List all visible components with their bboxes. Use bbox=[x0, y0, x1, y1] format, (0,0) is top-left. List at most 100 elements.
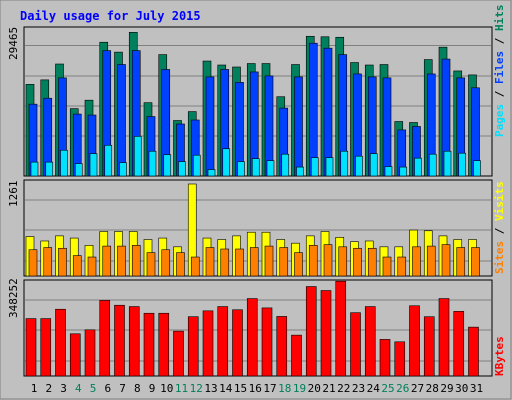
files-bar-21 bbox=[323, 47, 333, 177]
pages-bar-10 bbox=[163, 154, 172, 177]
kbytes-bar-9 bbox=[143, 312, 155, 377]
x-label-day-14: 14 bbox=[219, 382, 233, 395]
pages-bar-22 bbox=[340, 150, 349, 177]
sites-bar-8 bbox=[131, 245, 141, 277]
top-legend: Pages / Files / Hits bbox=[493, 5, 506, 138]
pages-bar-9 bbox=[148, 150, 157, 177]
x-label-day-2: 2 bbox=[45, 382, 52, 395]
sites-bar-30 bbox=[456, 247, 466, 277]
x-label-day-7: 7 bbox=[119, 382, 126, 395]
x-label-day-29: 29 bbox=[440, 382, 453, 395]
x-label-day-24: 24 bbox=[367, 382, 381, 395]
files-bar-25 bbox=[382, 77, 392, 177]
hits-ymax-label: 29465 bbox=[7, 27, 20, 60]
sites-bar-15 bbox=[235, 248, 244, 277]
sites-bar-19 bbox=[294, 252, 303, 277]
legend-hits: Hits bbox=[493, 5, 506, 32]
x-label-day-23: 23 bbox=[352, 382, 365, 395]
legend-sites: Sites bbox=[493, 241, 506, 274]
pages-bar-15 bbox=[237, 161, 245, 177]
sites-bar-3 bbox=[58, 247, 67, 277]
sites-bar-31 bbox=[471, 247, 480, 277]
sites-bar-6 bbox=[102, 245, 112, 277]
sites-bar-27 bbox=[412, 246, 421, 277]
pages-bar-1 bbox=[30, 161, 39, 177]
bars-layer bbox=[25, 32, 481, 377]
x-label-day-3: 3 bbox=[60, 382, 67, 395]
legend-sep-3: / bbox=[493, 221, 506, 241]
sites-bar-16 bbox=[249, 247, 259, 277]
x-label-day-13: 13 bbox=[204, 382, 217, 395]
x-label-day-28: 28 bbox=[426, 382, 439, 395]
kbytes-ymax-label: 348252 bbox=[7, 278, 20, 318]
files-bar-20 bbox=[308, 42, 318, 177]
kbytes-bar-29 bbox=[438, 298, 450, 377]
kbytes-bar-1 bbox=[25, 318, 37, 377]
x-label-day-21: 21 bbox=[322, 382, 335, 395]
kbytes-bar-4 bbox=[69, 333, 81, 377]
kbytes-bar-25 bbox=[379, 339, 391, 377]
sites-bar-14 bbox=[220, 248, 230, 277]
x-label-day-12: 12 bbox=[190, 382, 203, 395]
kbytes-bar-10 bbox=[158, 312, 170, 377]
x-label-day-5: 5 bbox=[90, 382, 97, 395]
sites-bar-1 bbox=[28, 249, 38, 277]
kbytes-bar-24 bbox=[364, 306, 376, 377]
kbytes-bar-2 bbox=[40, 318, 52, 377]
pages-bar-28 bbox=[428, 153, 437, 177]
kbytes-bar-28 bbox=[423, 316, 435, 377]
pages-bar-19 bbox=[296, 166, 304, 177]
pages-bar-3 bbox=[60, 149, 68, 177]
pages-bar-16 bbox=[251, 158, 260, 177]
mid-legend: Sites / Visits bbox=[493, 181, 506, 274]
x-label-day-17: 17 bbox=[263, 382, 276, 395]
sites-bar-2 bbox=[43, 247, 53, 277]
kbytes-bar-3 bbox=[55, 308, 66, 377]
kbytes-bar-26 bbox=[394, 341, 406, 377]
x-label-day-30: 30 bbox=[455, 382, 468, 395]
sites-bar-17 bbox=[264, 245, 274, 277]
pages-bar-17 bbox=[266, 160, 275, 177]
sites-bar-4 bbox=[72, 255, 82, 277]
pages-bar-21 bbox=[325, 157, 334, 177]
kbytes-bar-17 bbox=[261, 307, 273, 377]
kbytes-bar-14 bbox=[217, 306, 229, 377]
pages-bar-8 bbox=[133, 136, 142, 177]
x-label-day-19: 19 bbox=[293, 382, 306, 395]
visits-ymax-label: 1261 bbox=[7, 181, 20, 208]
pages-bar-14 bbox=[222, 148, 231, 177]
sites-bar-18 bbox=[279, 247, 289, 277]
legend-files: Files bbox=[493, 51, 506, 84]
sites-bar-9 bbox=[146, 252, 156, 277]
x-label-day-18: 18 bbox=[278, 382, 291, 395]
sites-bar-26 bbox=[397, 256, 407, 277]
sites-bar-11 bbox=[176, 252, 185, 277]
x-label-day-31: 31 bbox=[470, 382, 483, 395]
kbytes-bar-19 bbox=[291, 334, 302, 377]
kbytes-bar-30 bbox=[453, 311, 465, 377]
kbytes-bar-16 bbox=[246, 298, 258, 377]
kbytes-bar-8 bbox=[128, 306, 140, 377]
sites-bar-24 bbox=[367, 247, 377, 277]
legend-kbytes: KBytes bbox=[493, 336, 506, 376]
sites-bar-12 bbox=[190, 256, 200, 277]
sites-bar-13 bbox=[205, 247, 215, 277]
pages-bar-24 bbox=[369, 153, 378, 177]
kbytes-bar-7 bbox=[114, 304, 125, 377]
legend-sep-2: / bbox=[493, 31, 506, 51]
files-bar-19 bbox=[294, 76, 303, 177]
sites-bar-21 bbox=[323, 244, 333, 277]
chart-title: Daily usage for July 2015 bbox=[20, 9, 201, 23]
legend-visits: Visits bbox=[493, 181, 506, 221]
sites-bar-22 bbox=[338, 246, 348, 277]
kbytes-bar-22 bbox=[335, 280, 347, 377]
x-label-day-6: 6 bbox=[104, 382, 111, 395]
x-axis-labels: 1 2 3 4 5 6 7 8 9 10 11 12 13 14 15 16 17 18 19 20 21 22 23 24 2… bbox=[31, 382, 483, 395]
x-label-day-9: 9 bbox=[149, 382, 156, 395]
pages-bar-18 bbox=[281, 153, 290, 177]
pages-bar-5 bbox=[89, 153, 98, 177]
pages-bar-12 bbox=[192, 154, 201, 177]
x-label-day-1: 1 bbox=[31, 382, 38, 395]
files-bar-13 bbox=[205, 76, 215, 177]
